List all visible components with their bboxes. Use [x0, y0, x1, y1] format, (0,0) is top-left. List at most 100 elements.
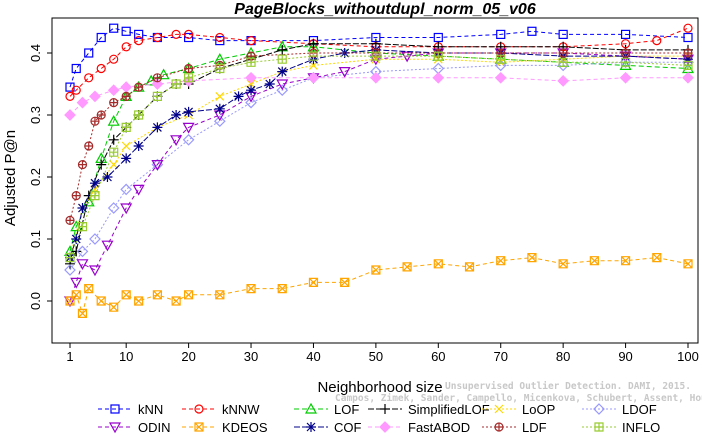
data-point: [215, 91, 225, 101]
y-tick-label: 0.0: [28, 292, 43, 310]
data-point: [109, 160, 119, 170]
data-point: [134, 82, 144, 92]
data-point: [304, 402, 318, 414]
data-point-cross: [559, 49, 568, 57]
data-point: [133, 141, 144, 151]
x-axis-label: Neighborhood size: [317, 379, 442, 396]
data-point: [120, 81, 133, 93]
data-point: [109, 54, 119, 64]
data-point: [96, 32, 106, 43]
data-point: [233, 91, 244, 102]
data-point: [96, 296, 106, 306]
data-point: [77, 308, 88, 318]
x-tick-label: 20: [181, 349, 195, 364]
data-point: [215, 32, 225, 43]
series-layer: [63, 23, 695, 318]
data-point: [683, 32, 693, 43]
data-point: [683, 60, 693, 70]
y-tick-label: 0.2: [28, 168, 43, 186]
data-point: [171, 110, 182, 120]
data-point: [307, 71, 320, 84]
chart-legend: kNN kNNW LOF SimplifiedLOF LoOP LDOF ODIN KDEOS…: [96, 402, 696, 435]
data-point: [109, 147, 119, 157]
data-point: [121, 141, 131, 151]
data-point: [183, 106, 194, 117]
data-point-cross: [66, 216, 74, 225]
legend-label: LDF: [522, 420, 547, 435]
data-point-cross: [97, 111, 106, 119]
data-point: [276, 79, 289, 91]
data-point: [245, 71, 257, 84]
data-point: [171, 29, 181, 40]
data-point: [277, 284, 287, 294]
series-line: [69, 55, 688, 258]
data-point: [340, 277, 350, 287]
x-tick-label: 100: [677, 349, 699, 364]
data-point: [90, 191, 100, 201]
data-point-cross: [684, 49, 692, 57]
data-point-cross: [621, 49, 630, 57]
legend-key: [482, 404, 516, 414]
data-point: [71, 63, 81, 74]
data-point: [65, 215, 75, 225]
data-point: [371, 51, 381, 61]
data-point: [152, 91, 162, 101]
data-point: [77, 222, 88, 232]
legend-key: [582, 403, 616, 415]
data-point: [84, 141, 94, 151]
x-tick-label: 1: [66, 349, 73, 364]
data-point: [215, 63, 225, 74]
data-point: [246, 85, 257, 96]
data-point: [277, 66, 288, 77]
data-point-cross: [134, 83, 143, 92]
series-INFLO: [65, 51, 693, 263]
data-point: [683, 23, 693, 33]
data-point: [433, 51, 443, 61]
series-KDEOS: [65, 253, 693, 318]
data-point: [652, 35, 662, 46]
data-point-cross: [109, 98, 118, 107]
data-point: [182, 122, 195, 134]
series-line: [69, 77, 688, 116]
data-point: [121, 42, 131, 52]
series-kNN: [65, 23, 693, 92]
data-point: [558, 259, 568, 269]
data-point-cross: [72, 191, 81, 200]
data-point: [96, 159, 107, 170]
y-tick-label: 0.1: [28, 230, 43, 248]
data-point: [109, 23, 119, 33]
data-point: [494, 422, 504, 432]
data-point: [89, 233, 101, 245]
data-point: [620, 29, 631, 39]
x-tick-label: 60: [431, 349, 445, 364]
data-point: [309, 60, 318, 70]
x-tick-label: 50: [369, 349, 383, 364]
data-point: [107, 202, 120, 214]
data-point: [108, 422, 122, 434]
data-point: [620, 48, 631, 58]
data-point: [246, 57, 256, 67]
series-line: [69, 52, 689, 302]
data-point: [682, 71, 694, 84]
data-point: [109, 302, 119, 312]
data-point: [77, 203, 88, 213]
data-point: [90, 116, 100, 126]
data-point: [246, 35, 256, 46]
data-point: [64, 264, 76, 276]
x-tick-label: 30: [244, 349, 258, 364]
data-point: [88, 265, 101, 277]
y-axis-label: Adjusted P@n: [2, 130, 19, 226]
legend-key: [482, 422, 516, 432]
data-point: [121, 153, 132, 164]
legend-key: [582, 422, 616, 432]
data-point: [184, 73, 194, 83]
data-point: [65, 253, 75, 263]
chart-title: PageBlocks_withoutdupl_norm_05_v06: [234, 1, 536, 18]
data-point: [71, 191, 81, 201]
data-point-cross: [122, 92, 131, 101]
series-line: [69, 43, 688, 265]
data-point-cross: [78, 160, 87, 169]
data-point: [308, 38, 319, 49]
data-point: [527, 26, 537, 36]
legend-key: [98, 404, 132, 414]
